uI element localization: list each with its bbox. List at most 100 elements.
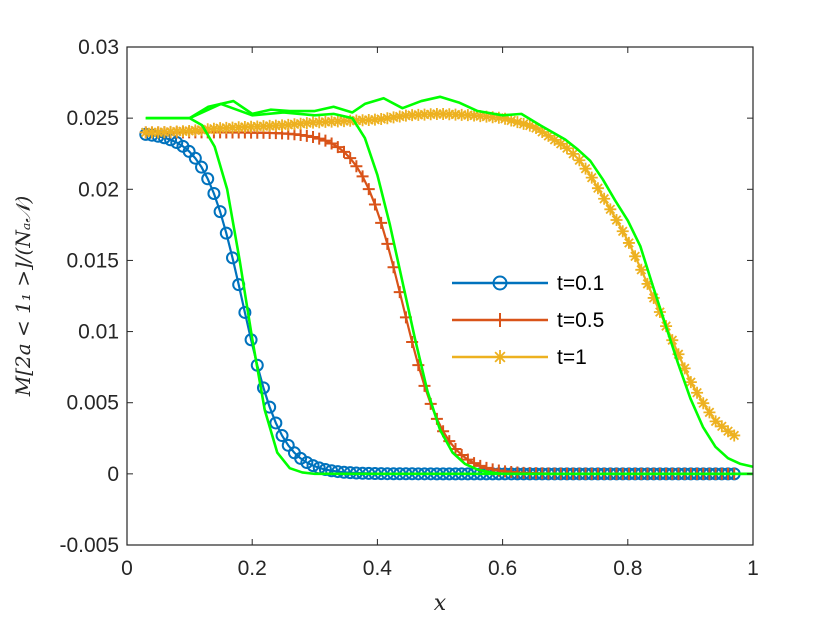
- data-point: [256, 381, 270, 395]
- legend: t=0.1 t=0.5 t=1: [446, 262, 635, 372]
- data-point: [622, 236, 635, 249]
- y-tick-label: 0.02: [78, 178, 119, 201]
- data-point: [337, 145, 350, 158]
- data-point: [610, 214, 623, 227]
- data-point: [399, 109, 412, 122]
- data-point: [455, 448, 468, 461]
- data-point: [449, 108, 462, 121]
- data-point: [486, 111, 499, 124]
- data-point: [499, 112, 512, 125]
- data-point: [424, 108, 437, 121]
- data-point: [319, 134, 332, 147]
- data-point: [195, 123, 208, 136]
- data-point: [697, 397, 710, 410]
- data-point: [176, 125, 189, 138]
- data-point: [188, 151, 202, 165]
- data-point: [585, 171, 598, 184]
- data-point: [300, 117, 313, 130]
- data-point: [468, 109, 481, 122]
- series-layer: [139, 95, 754, 481]
- data-point: [536, 125, 549, 138]
- data-point: [480, 110, 493, 123]
- data-point: [152, 126, 165, 139]
- data-point: [214, 122, 227, 135]
- data-point: [306, 459, 320, 473]
- y-axis-label: M[2a < 1₁ >]/(Nₐ𝒩): [11, 196, 35, 398]
- data-point: [381, 112, 394, 125]
- data-point: [282, 118, 295, 131]
- data-point: [220, 121, 233, 134]
- data-point: [325, 137, 338, 150]
- data-point: [684, 376, 697, 389]
- data-point: [257, 120, 270, 133]
- data-point: [517, 117, 530, 130]
- data-point: [666, 334, 679, 347]
- data-point: [307, 116, 320, 129]
- legend-label: t=0.5: [557, 309, 604, 332]
- data-point: [313, 116, 326, 129]
- data-point: [554, 137, 567, 150]
- data-point: [313, 132, 326, 145]
- data-point: [189, 124, 202, 137]
- data-point: [207, 186, 221, 200]
- y-tick-label: 0.03: [78, 36, 119, 59]
- data-point: [232, 121, 245, 134]
- x-tick-label: 0.2: [238, 557, 267, 580]
- y-tick-label: 0.005: [66, 392, 119, 415]
- data-point: [195, 160, 209, 174]
- data-point: [591, 182, 604, 195]
- data-point: [170, 125, 183, 138]
- series-line: [145, 102, 753, 476]
- data-point: [523, 119, 536, 132]
- data-point: [393, 110, 406, 123]
- data-point: [548, 133, 561, 146]
- data-point: [722, 425, 735, 438]
- series-t-1: [139, 108, 741, 442]
- data-point: [505, 114, 518, 127]
- data-point: [164, 125, 177, 138]
- legend-marker: [493, 313, 507, 327]
- data-point: [300, 456, 314, 470]
- data-point: [629, 250, 642, 263]
- series-exact-t-0-5: [145, 102, 753, 476]
- data-point: [276, 119, 289, 132]
- data-point: [728, 429, 741, 442]
- data-point: [387, 261, 400, 274]
- data-point: [344, 152, 357, 165]
- data-point: [219, 226, 233, 240]
- data-point: [288, 118, 301, 131]
- data-point: [238, 305, 252, 319]
- data-point: [691, 386, 704, 399]
- data-point: [331, 141, 344, 154]
- x-tick-label: 0.4: [363, 557, 393, 580]
- data-point: [251, 120, 264, 133]
- data-point: [325, 115, 338, 128]
- data-point: [319, 115, 332, 128]
- data-point: [573, 154, 586, 167]
- data-point: [461, 453, 474, 466]
- data-point: [325, 464, 339, 478]
- data-point: [158, 126, 171, 139]
- data-point: [715, 420, 728, 433]
- legend-item: t=0.1: [452, 272, 604, 295]
- data-point: [139, 126, 152, 139]
- data-point: [307, 131, 320, 144]
- data-point: [294, 117, 307, 130]
- data-point: [269, 119, 282, 132]
- data-point: [145, 126, 158, 139]
- data-point: [492, 111, 505, 124]
- data-point: [653, 306, 666, 319]
- legend-marker: [492, 275, 508, 291]
- data-point: [375, 216, 388, 229]
- data-point: [368, 198, 381, 211]
- data-point: [213, 205, 227, 219]
- data-point: [412, 108, 425, 121]
- x-tick-label: 0.6: [488, 557, 517, 580]
- data-point: [337, 115, 350, 128]
- data-point: [356, 170, 369, 183]
- x-axis-label: x: [434, 591, 447, 616]
- data-point: [406, 109, 419, 122]
- x-tick-label: 0: [121, 557, 133, 580]
- series-exact-t-0-1: [145, 116, 753, 476]
- data-point: [207, 122, 220, 135]
